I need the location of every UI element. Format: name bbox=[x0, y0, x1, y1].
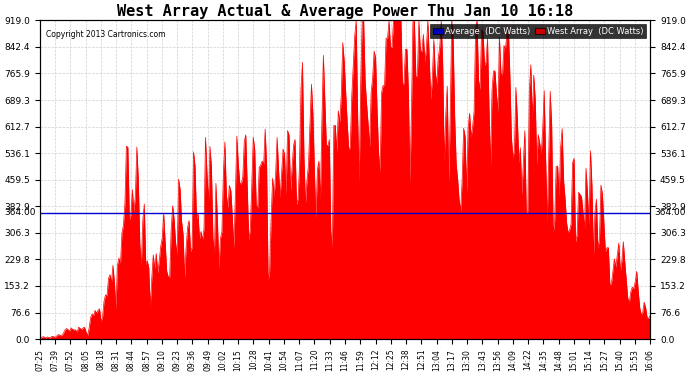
Text: 364.00: 364.00 bbox=[654, 209, 686, 218]
Text: 364.00: 364.00 bbox=[4, 209, 36, 218]
Text: Copyright 2013 Cartronics.com: Copyright 2013 Cartronics.com bbox=[46, 30, 166, 39]
Legend: Average  (DC Watts), West Array  (DC Watts): Average (DC Watts), West Array (DC Watts… bbox=[430, 24, 646, 39]
Title: West Array Actual & Average Power Thu Jan 10 16:18: West Array Actual & Average Power Thu Ja… bbox=[117, 4, 573, 19]
